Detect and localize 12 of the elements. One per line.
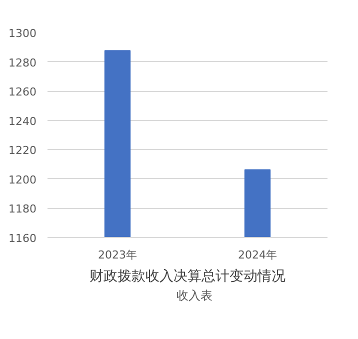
y-tick-label: 1180 — [8, 202, 37, 216]
y-tick-label: 1300 — [8, 27, 37, 40]
y-tick-label: 1160 — [8, 232, 37, 245]
y-tick-label: 1280 — [8, 56, 37, 70]
y-tick-label: 1200 — [8, 173, 37, 186]
x-tick-label: 2023年 — [98, 248, 138, 262]
y-tick-label: 1260 — [8, 86, 37, 99]
x-tick-label: 2024年 — [238, 248, 278, 262]
y-tick-label: 1240 — [8, 114, 37, 128]
text: 收入表 — [176, 288, 212, 304]
text: 财政拨款收入决算总计变动情况 — [90, 268, 286, 284]
y-tick-label: 1220 — [8, 144, 37, 158]
